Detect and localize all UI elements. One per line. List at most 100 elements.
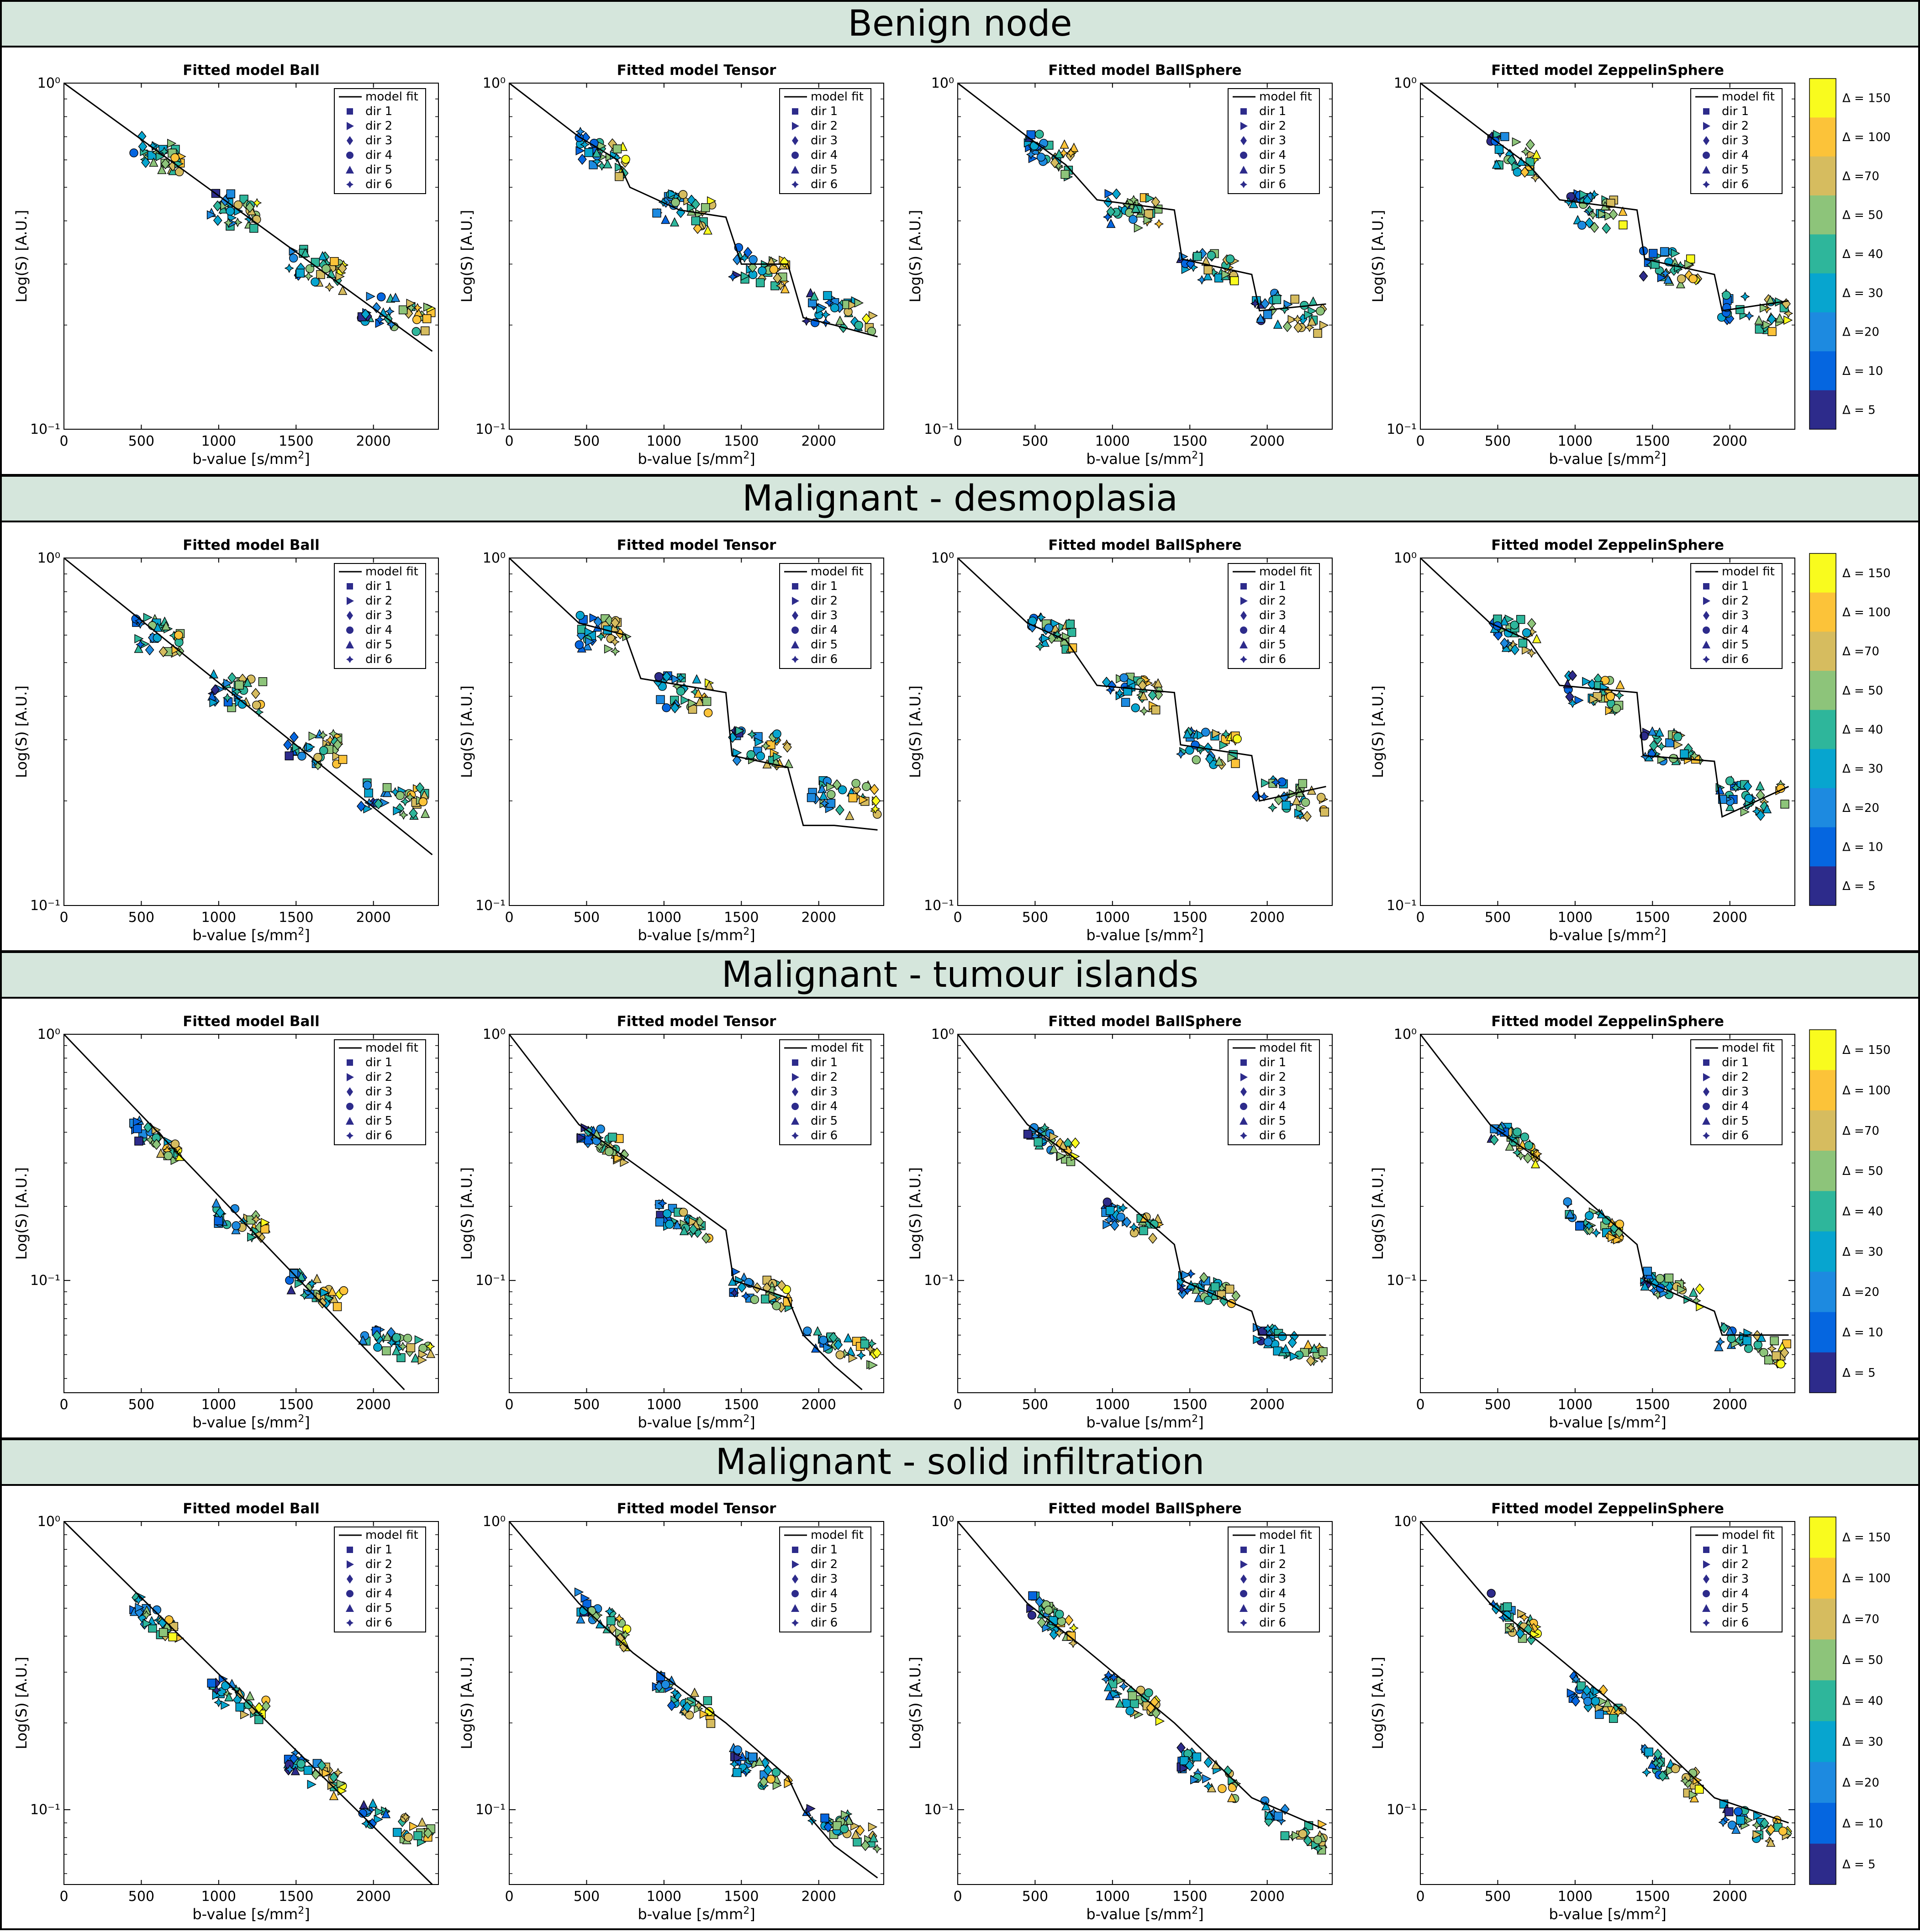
data-point — [860, 1840, 870, 1851]
x-axis-label-text: b-value [s/mm — [1086, 927, 1192, 944]
data-point — [823, 1343, 833, 1353]
colorbar-label: Δ = 150 — [1842, 1531, 1891, 1545]
colorbar-label: Δ = 50 — [1842, 1164, 1883, 1178]
data-point — [1502, 1611, 1512, 1620]
data-point — [1122, 1216, 1132, 1228]
data-point — [612, 144, 622, 153]
x-tick-label: 2000 — [1250, 910, 1285, 926]
data-point — [755, 278, 765, 287]
colorbar-segment — [1809, 1070, 1836, 1111]
x-tick-label: 1500 — [724, 910, 759, 926]
data-point — [733, 1745, 743, 1754]
data-point — [1751, 1820, 1762, 1830]
y-tick-label: 10⁰ — [37, 75, 60, 91]
colorbar-label: Δ =70 — [1842, 1124, 1879, 1138]
data-point — [1666, 1766, 1676, 1775]
model-fit-line — [1420, 82, 1789, 312]
x-axis-label-sup: 2 — [1192, 926, 1198, 937]
data-point — [758, 266, 767, 275]
legend-label: dir 1 — [1259, 579, 1286, 593]
x-tick-label: 2000 — [356, 1397, 391, 1413]
data-point — [1059, 148, 1069, 158]
colorbar-label: Δ = 10 — [1842, 1817, 1883, 1831]
data-point — [733, 748, 742, 758]
data-point — [247, 1232, 257, 1242]
legend-label: dir 5 — [1722, 638, 1749, 652]
legend-label: dir 1 — [811, 579, 838, 593]
data-point — [1263, 310, 1272, 319]
subplot-4: Fitted model Ball 0 500 1000 1500 2000 b-value… — [13, 537, 439, 944]
colorbar-label: Δ = 5 — [1842, 1858, 1876, 1871]
legend-label: dir 5 — [365, 163, 392, 177]
data-point — [392, 1333, 401, 1342]
legend-marker — [1240, 181, 1247, 188]
data-point — [615, 1633, 625, 1644]
data-point — [1144, 1688, 1153, 1697]
legend-label: dir 3 — [365, 1572, 392, 1586]
x-tick-label: 2000 — [1250, 1889, 1285, 1905]
colorbar-segment — [1809, 1231, 1836, 1272]
x-axis-label-text: b-value [s/mm — [192, 1414, 298, 1431]
legend-marker — [792, 1547, 798, 1553]
data-point — [1056, 1151, 1066, 1161]
data-point — [1030, 141, 1039, 151]
x-axis-label-text: b-value [s/mm — [1086, 1414, 1192, 1431]
data-point — [1218, 1784, 1227, 1793]
legend-marker — [1240, 152, 1247, 159]
legend-label: dir 4 — [811, 148, 838, 162]
legend-label: dir 4 — [1259, 1100, 1286, 1113]
data-point — [1278, 1332, 1287, 1341]
data-point — [1233, 734, 1242, 743]
data-point — [1102, 1197, 1112, 1207]
data-point — [1106, 1206, 1115, 1215]
data-point — [1129, 215, 1138, 224]
legend-marker — [1240, 166, 1248, 174]
data-point — [1489, 1134, 1499, 1146]
data-point — [1753, 1811, 1763, 1821]
data-point — [213, 200, 222, 212]
y-axis-label: Log(S) [A.U.] — [1369, 210, 1387, 303]
legend-label: dir 5 — [811, 1114, 838, 1128]
data-point — [1512, 1148, 1522, 1158]
legend-label: dir 6 — [1722, 653, 1749, 666]
data-point — [168, 1632, 177, 1642]
data-point — [422, 314, 432, 323]
data-point — [605, 1147, 614, 1156]
legend-marker — [347, 1547, 353, 1553]
data-point — [1492, 159, 1502, 169]
subplot-8: Fitted model Ball 0 500 1000 1500 2000 b-value… — [13, 1013, 439, 1431]
data-point — [211, 684, 220, 695]
legend-label: dir 6 — [365, 178, 392, 191]
x-tick-label: 1500 — [1172, 1889, 1207, 1905]
data-point — [1658, 1770, 1667, 1782]
subplot-5: Fitted model Tensor 0 500 1000 1500 2000 b-val… — [458, 537, 884, 944]
data-point — [1563, 1197, 1572, 1206]
data-point — [682, 1701, 692, 1713]
data-point — [1121, 698, 1130, 707]
data-point — [386, 1337, 396, 1348]
legend-marker — [346, 181, 353, 188]
legend-marker — [1240, 1604, 1248, 1612]
data-point — [1298, 779, 1307, 788]
data-point — [676, 687, 686, 696]
data-point — [845, 811, 855, 820]
data-point — [1282, 321, 1292, 332]
x-axis-label: b-value [s/mm2] — [1086, 1413, 1203, 1431]
data-point — [1267, 803, 1277, 813]
data-point — [1231, 759, 1240, 768]
x-tick-label: 1000 — [1558, 910, 1593, 926]
x-tick-label: 0 — [953, 1889, 962, 1905]
data-point — [207, 1679, 216, 1688]
legend-marker — [792, 122, 799, 130]
data-point — [1029, 1123, 1039, 1132]
data-point — [597, 161, 607, 171]
data-point — [747, 729, 757, 739]
data-point — [1131, 703, 1140, 712]
y-tick-label: 10⁰ — [37, 550, 60, 566]
data-point — [1604, 211, 1614, 221]
data-point — [213, 215, 222, 226]
data-point — [1588, 210, 1598, 220]
data-point — [1050, 619, 1060, 628]
legend-label: dir 5 — [1722, 163, 1749, 177]
data-point — [1643, 1267, 1652, 1276]
